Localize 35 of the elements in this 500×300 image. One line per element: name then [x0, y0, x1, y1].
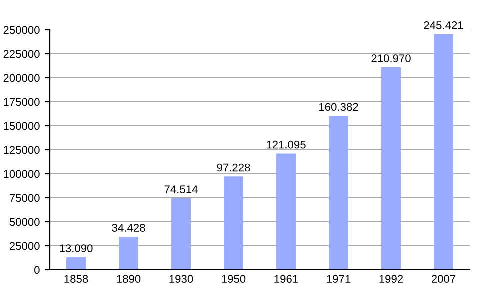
bar: [329, 116, 348, 270]
y-tick-label: 0: [34, 266, 40, 274]
bar: [382, 67, 401, 270]
bar: [434, 34, 454, 270]
bar: [172, 198, 191, 270]
data-label: 74.514: [164, 186, 198, 194]
y-tick-label: 225000: [4, 50, 40, 58]
y-tick-label: 200000: [4, 74, 40, 82]
x-tick-label: 1890: [117, 275, 141, 284]
y-tick-label: 250000: [4, 26, 40, 34]
data-label: 210.970: [372, 54, 411, 62]
bar: [66, 257, 86, 270]
x-tick-label: 1858: [64, 275, 88, 284]
x-tick-label: 1930: [170, 275, 194, 284]
y-tick-label: 150000: [4, 122, 40, 130]
y-tick-label: 175000: [4, 98, 40, 106]
data-label: 245.421: [424, 22, 464, 30]
bar: [224, 176, 244, 270]
data-label: 97.228: [217, 164, 250, 172]
y-tick-label: 75000: [10, 194, 40, 202]
y-tick-label: 100000: [4, 170, 40, 178]
data-label: 13.090: [60, 244, 93, 252]
bar: [276, 154, 296, 270]
y-tick-label: 25000: [10, 242, 40, 250]
bar: [119, 236, 138, 270]
data-label: 34.428: [112, 224, 146, 232]
x-tick-label: 1971: [327, 275, 351, 284]
x-tick-label: 2007: [432, 275, 456, 284]
x-tick-label: 1961: [274, 275, 298, 284]
x-tick-label: 1950: [222, 275, 246, 284]
data-label: 121.095: [267, 140, 306, 149]
y-tick-label: 125000: [4, 146, 40, 154]
x-tick-label: 1992: [380, 275, 404, 284]
data-label: 160.382: [320, 103, 358, 112]
y-tick-label: 50000: [10, 218, 40, 226]
